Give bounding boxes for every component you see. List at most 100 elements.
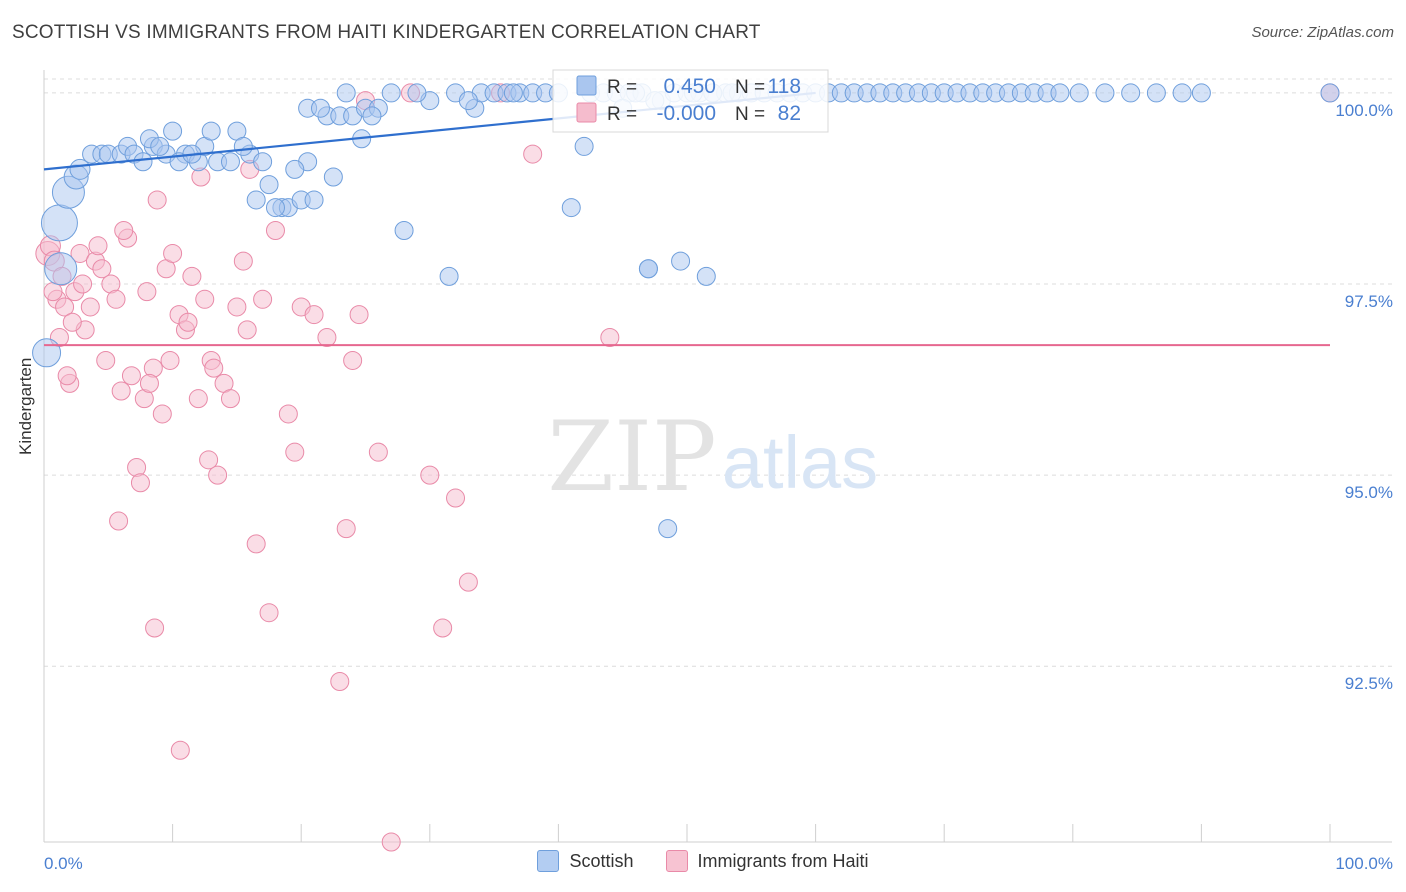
scottish-point bbox=[304, 190, 324, 210]
haiti-point bbox=[220, 389, 240, 409]
haiti-point bbox=[106, 289, 126, 309]
scottish-point bbox=[323, 167, 343, 187]
haiti-point bbox=[57, 366, 77, 386]
haiti-point bbox=[523, 144, 543, 164]
scottish-point bbox=[253, 152, 273, 172]
watermark-zip: ZIP bbox=[547, 401, 716, 513]
scottish-point bbox=[285, 159, 305, 179]
scottish-point bbox=[44, 252, 78, 286]
haiti-point bbox=[227, 297, 247, 317]
watermark-atlas: atlas bbox=[722, 421, 878, 504]
x-tick-label-max: 100.0% bbox=[1335, 854, 1393, 873]
watermark: ZIP atlas bbox=[547, 401, 878, 513]
haiti-point bbox=[278, 404, 298, 424]
scottish-point bbox=[310, 98, 330, 118]
haiti-point bbox=[152, 404, 172, 424]
scottish-point bbox=[201, 121, 221, 141]
haiti-point bbox=[111, 381, 131, 401]
scottish-point bbox=[394, 221, 414, 241]
haiti-point bbox=[80, 297, 100, 317]
stat-r-label: R = bbox=[607, 77, 637, 98]
stat-r-value: 0.450 bbox=[663, 75, 716, 98]
haiti-point bbox=[145, 618, 165, 638]
scottish-point bbox=[439, 266, 459, 286]
haiti-point bbox=[349, 305, 369, 325]
haiti-point bbox=[285, 442, 305, 462]
haiti-point bbox=[600, 328, 620, 348]
scottish-point bbox=[574, 136, 594, 156]
scottish-point bbox=[561, 198, 581, 218]
scottish-point bbox=[1320, 83, 1340, 103]
legend: Scottish Immigrants from Haiti bbox=[0, 850, 1406, 872]
scottish-point bbox=[1050, 83, 1070, 103]
haiti-point bbox=[381, 832, 401, 852]
haiti-point bbox=[137, 282, 157, 302]
haiti-point bbox=[237, 320, 257, 340]
scottish-point bbox=[32, 338, 62, 368]
haiti-point bbox=[259, 603, 279, 623]
stat-swatch bbox=[576, 102, 597, 123]
haiti-point bbox=[330, 671, 350, 691]
haiti-point bbox=[199, 450, 219, 470]
scottish-point bbox=[133, 152, 153, 172]
legend-swatch-scottish bbox=[537, 850, 560, 872]
scottish-point bbox=[265, 198, 285, 218]
scottish-point bbox=[220, 152, 240, 172]
axes: 0.0% 100.0% bbox=[43, 70, 1393, 873]
haiti-point bbox=[121, 366, 141, 386]
haiti-point bbox=[62, 312, 82, 332]
scottish-point bbox=[638, 259, 658, 279]
haiti-point bbox=[96, 350, 116, 370]
scottish-point bbox=[1146, 83, 1166, 103]
haiti-point bbox=[73, 274, 93, 294]
haiti-point bbox=[265, 221, 285, 241]
scottish-point bbox=[233, 136, 253, 156]
y-axis-label: Kindergarten bbox=[16, 357, 35, 455]
haiti-point bbox=[208, 465, 228, 485]
haiti-point bbox=[246, 534, 266, 554]
source-credit: Source: ZipAtlas.com bbox=[1251, 24, 1394, 41]
grid-lines: 92.5% 95.0% 97.5% 100.0% bbox=[44, 78, 1393, 693]
scottish-point bbox=[150, 136, 170, 156]
stat-legend-box bbox=[552, 69, 829, 133]
scottish-point bbox=[246, 190, 266, 210]
stat-legend: R = 0.450 N = 118 R = -0.000 N = 82 bbox=[552, 69, 829, 133]
scottish-point bbox=[1172, 83, 1192, 103]
scottish-point bbox=[1095, 83, 1115, 103]
haiti-point bbox=[446, 488, 466, 508]
scottish-point bbox=[458, 91, 478, 111]
haiti-point bbox=[343, 350, 363, 370]
stat-n-value: 118 bbox=[768, 75, 801, 98]
haiti-point bbox=[253, 289, 273, 309]
stat-n-label: N = bbox=[735, 77, 765, 98]
haiti-point bbox=[458, 572, 478, 592]
haiti-point bbox=[163, 243, 183, 263]
scottish-point bbox=[163, 121, 183, 141]
y-tick-label: 95.0% bbox=[1345, 483, 1393, 502]
scottish-point bbox=[259, 175, 279, 195]
legend-label-haiti: Immigrants from Haiti bbox=[697, 850, 869, 871]
scottish-point bbox=[407, 83, 427, 103]
scottish-point bbox=[40, 204, 78, 242]
haiti-point bbox=[317, 328, 337, 348]
stat-n-value: 82 bbox=[778, 102, 801, 125]
haiti-point bbox=[204, 358, 224, 378]
scottish-point bbox=[658, 519, 678, 539]
haiti-point bbox=[170, 740, 190, 760]
haiti-point bbox=[43, 282, 63, 302]
scottish-point bbox=[1069, 83, 1089, 103]
scottish-point bbox=[1191, 83, 1211, 103]
haiti-point bbox=[336, 519, 356, 539]
stat-r-label: R = bbox=[607, 104, 637, 125]
haiti-point bbox=[178, 312, 198, 332]
haiti-point bbox=[368, 442, 388, 462]
legend-item-haiti[interactable]: Immigrants from Haiti bbox=[665, 850, 869, 872]
chart-title: SCOTTISH VS IMMIGRANTS FROM HAITI KINDER… bbox=[12, 22, 761, 43]
legend-swatch-haiti bbox=[665, 850, 688, 872]
x-tick-label-min: 0.0% bbox=[44, 854, 83, 873]
haiti-point bbox=[109, 511, 129, 531]
legend-item-scottish[interactable]: Scottish bbox=[537, 850, 634, 872]
haiti-point bbox=[182, 266, 202, 286]
scottish-point bbox=[671, 251, 691, 271]
scottish-point bbox=[336, 83, 356, 103]
